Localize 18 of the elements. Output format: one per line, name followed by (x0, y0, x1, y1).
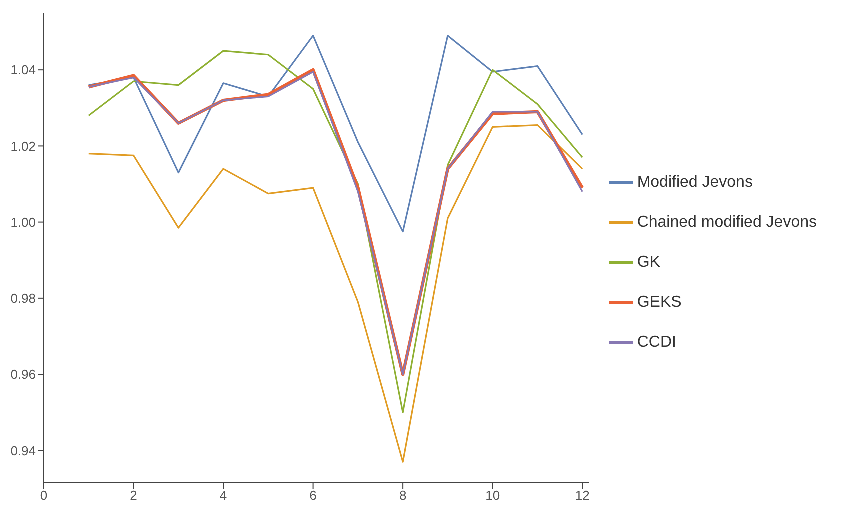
x-tick-label: 0 (40, 488, 48, 504)
x-tick-label: 12 (575, 488, 590, 504)
x-tick-label: 2 (130, 488, 138, 504)
x-tick-label: 8 (399, 488, 407, 504)
y-tick-label: 1.00 (10, 214, 36, 230)
y-tick-label: 1.02 (10, 138, 36, 154)
x-tick-label: 10 (486, 488, 500, 504)
legend-label: GK (637, 254, 660, 271)
y-tick-label: 0.94 (10, 443, 36, 458)
x-tick-label: 4 (220, 488, 228, 504)
legend-label: GEKS (637, 294, 682, 311)
legend-label: Modified Jevons (637, 174, 753, 191)
y-tick-label: 0.96 (10, 367, 36, 382)
y-tick-label: 0.98 (10, 291, 36, 306)
y-tick-label: 1.04 (10, 62, 36, 78)
legend-label: Chained modified Jevons (637, 214, 817, 231)
x-tick-label: 6 (310, 488, 317, 504)
legend-label: CCDI (637, 334, 676, 351)
